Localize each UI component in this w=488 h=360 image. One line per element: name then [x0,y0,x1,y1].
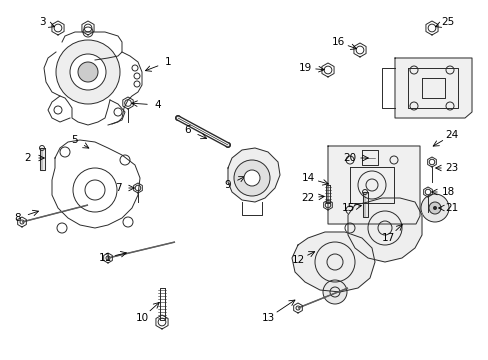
Text: 11: 11 [98,253,111,263]
Text: 12: 12 [291,255,304,265]
Text: 2: 2 [24,153,31,163]
Text: 24: 24 [445,130,458,140]
Text: 20: 20 [343,153,356,163]
Text: 4: 4 [154,100,161,110]
Polygon shape [227,148,280,202]
Circle shape [234,160,269,196]
Circle shape [432,206,436,210]
Text: 16: 16 [331,37,344,47]
Polygon shape [291,232,374,292]
Text: 7: 7 [115,183,121,193]
Text: 23: 23 [445,163,458,173]
Circle shape [175,115,181,121]
Text: 25: 25 [441,17,454,27]
Text: 14: 14 [301,173,314,183]
Circle shape [224,142,230,148]
Circle shape [420,194,448,222]
Text: 18: 18 [441,187,454,197]
Circle shape [244,170,260,186]
Polygon shape [327,146,419,224]
Circle shape [78,62,98,82]
Text: 19: 19 [298,63,311,73]
Polygon shape [394,58,471,118]
Text: 22: 22 [301,193,314,203]
Text: 15: 15 [341,203,354,213]
Text: 13: 13 [261,313,274,323]
Text: 21: 21 [445,203,458,213]
Circle shape [70,54,106,90]
Text: 5: 5 [72,135,78,145]
Text: 9: 9 [224,180,231,190]
Text: 3: 3 [39,17,45,27]
Polygon shape [362,192,367,217]
Text: 1: 1 [164,57,171,67]
Text: 8: 8 [15,213,21,223]
Text: 17: 17 [381,233,394,243]
Circle shape [323,280,346,304]
Polygon shape [40,148,44,170]
Circle shape [428,202,440,214]
Circle shape [56,40,120,104]
Text: 10: 10 [135,313,148,323]
Text: 6: 6 [184,125,191,135]
Polygon shape [347,198,421,262]
